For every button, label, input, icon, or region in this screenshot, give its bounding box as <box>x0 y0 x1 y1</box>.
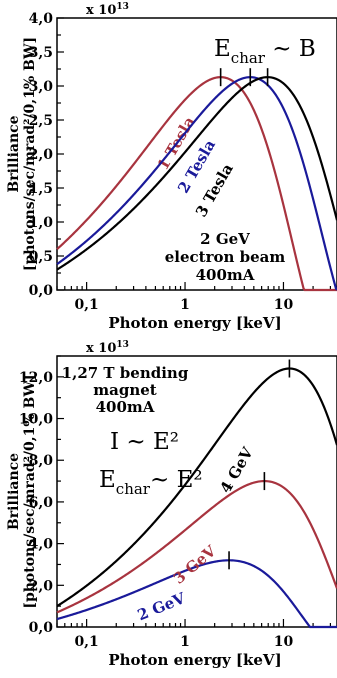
x-tick-label: 10 <box>274 297 294 313</box>
formula: Echar ~ B <box>214 36 316 67</box>
y-axis-label-line1: Brilliance <box>6 115 22 192</box>
series-line-2 <box>56 76 337 291</box>
x-tick-label: 0,1 <box>74 634 98 650</box>
y-tick-label: 2,0 <box>29 578 54 594</box>
series-line-3 <box>56 367 337 608</box>
x-tick-label: 1 <box>180 634 190 650</box>
y-tick-label: 3,0 <box>29 79 54 95</box>
y-tick-label: 0,0 <box>29 283 54 299</box>
series-line-1 <box>56 559 337 629</box>
series-line-3 <box>56 76 337 271</box>
y-tick-label: 6,0 <box>29 495 54 511</box>
y-axis-label-line2: [photons/sec/mrad²/0,1% BW] <box>22 37 38 271</box>
y-tick-label: 12,0 <box>19 370 53 386</box>
beam-annotation-line: electron beam <box>165 248 286 266</box>
y-tick-label: 2,5 <box>29 113 53 129</box>
beam-annotation-line: 2 GeV <box>200 230 250 248</box>
series-label: 4 GeV <box>216 444 257 496</box>
y-tick-label: 8,0 <box>29 453 54 469</box>
y-tick-label: 0,5 <box>29 249 53 265</box>
series-line-2 <box>56 479 337 614</box>
y-tick-label: 1,0 <box>29 215 54 231</box>
plot-frame <box>56 355 337 628</box>
y-tick-label: 0,0 <box>29 620 54 636</box>
magnet-annotation-line: 1,27 T bending <box>62 364 189 382</box>
y-tick-label: 4,0 <box>29 11 54 27</box>
series-label: 2 GeV <box>135 589 188 624</box>
formula-critical-energy: Echar~ E² <box>99 467 203 498</box>
y-axis-label-line2: [photons/sec/mrad²/0,1% BW] <box>22 374 38 608</box>
magnetic-field-chart: 0,0 0,5 1,0 1,5 2,0 2,5 3,0 3,5 4,0 0,1 1 10Photon … <box>6 2 337 332</box>
magnet-annotation-line: 400mA <box>96 398 155 416</box>
magnet-annotation-line: magnet <box>93 381 157 399</box>
y-tick-label: 2,0 <box>29 147 54 163</box>
y-tick-label: 3,5 <box>29 45 53 61</box>
beam-annotation-line: 400mA <box>196 266 255 284</box>
series-label: 3 GeV <box>170 542 220 588</box>
y-tick-label: 10,0 <box>19 412 53 428</box>
x-axis-label: Photon energy [keV] <box>108 314 281 332</box>
x-axis-label: Photon energy [keV] <box>108 651 281 669</box>
y-tick-label: 4,0 <box>29 537 54 553</box>
formula-intensity: I ~ E² <box>110 429 179 455</box>
x-tick-label: 10 <box>274 634 294 650</box>
x-tick-label: 0,1 <box>74 297 98 313</box>
series-line-1 <box>56 76 337 292</box>
axis-multiplier: x 1013 <box>86 340 129 356</box>
axis-multiplier: x 1013 <box>86 2 129 18</box>
x-tick-label: 1 <box>180 297 190 313</box>
y-axis-label-line1: Brilliance <box>6 453 22 530</box>
y-tick-label: 1,5 <box>29 181 53 197</box>
